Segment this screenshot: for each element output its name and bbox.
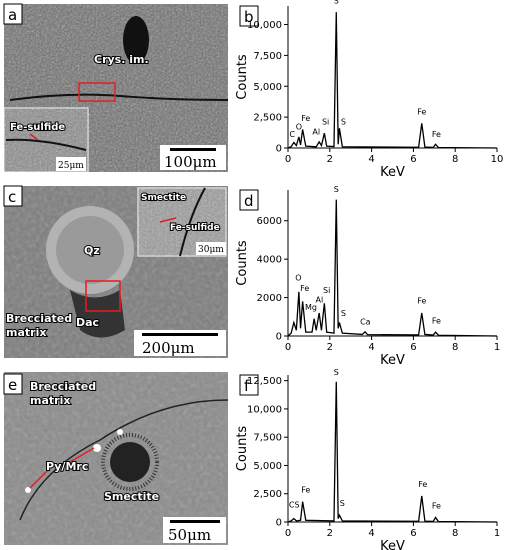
micrograph-e: e Brecciated matrix Py/Mrc Smectite 50μm xyxy=(3,372,229,545)
y-axis-label: Counts xyxy=(235,54,250,100)
y-tick-label: 5,000 xyxy=(253,461,282,472)
y-tick-label: 6000 xyxy=(257,216,282,227)
panel-label: b xyxy=(244,8,254,26)
x-tick-label: 1 xyxy=(494,528,500,539)
peak-label: O xyxy=(296,122,302,131)
peak-label: Al xyxy=(315,295,323,304)
peak-label: Fe xyxy=(432,501,441,510)
label: Dac xyxy=(76,316,99,329)
y-tick-label: 10,000 xyxy=(247,404,282,415)
peak-label: Al xyxy=(312,127,320,136)
x-tick-label: 0 xyxy=(285,342,291,353)
micrograph-c: c Qz Smectite Fe-sulfide 30μm Brecciated… xyxy=(3,185,228,358)
panel-label: e xyxy=(8,376,17,394)
panel-label: d xyxy=(244,192,254,210)
peak-label: Fe xyxy=(418,480,427,489)
peak-label: Fe xyxy=(432,130,441,139)
y-tick-label: 4000 xyxy=(257,255,282,266)
y-tick-label: 2,500 xyxy=(253,489,282,500)
peak-label: CS xyxy=(289,500,300,509)
label: Fe-sulfide xyxy=(10,122,65,133)
x-tick-label: 8 xyxy=(452,154,458,165)
peak-label: Fe xyxy=(300,284,309,293)
peak-label: S xyxy=(334,368,339,377)
label: Py/Mrc xyxy=(46,460,88,473)
y-axis-label: Counts xyxy=(235,240,250,286)
panel-label-box xyxy=(239,5,259,27)
peak-label: Fe xyxy=(417,296,426,305)
scale-label: 25μm xyxy=(58,161,84,171)
y-axis-label: Counts xyxy=(235,426,250,472)
y-tick-label: 12,500 xyxy=(247,376,282,387)
panel-label: f xyxy=(244,377,250,395)
peak-label: Fe xyxy=(301,486,310,495)
y-tick-label: 2,500 xyxy=(253,113,282,124)
label: Smectite xyxy=(141,193,186,203)
y-tick-label: 5,000 xyxy=(253,82,282,93)
x-tick-label: 10 xyxy=(491,154,504,165)
label: matrix xyxy=(30,394,70,407)
x-tick-label: 2 xyxy=(327,154,333,165)
peak-label: Fe xyxy=(417,108,426,117)
y-tick-label: 0 xyxy=(276,332,282,343)
x-tick-label: 6 xyxy=(410,154,416,165)
peak-label: Ca xyxy=(360,317,371,326)
peak-label: Mg xyxy=(305,303,317,312)
peak-label: Si xyxy=(322,118,329,127)
panel-label-box xyxy=(239,189,259,211)
scale-label: 50μm xyxy=(168,526,211,544)
x-tick-label: 8 xyxy=(452,528,458,539)
x-tick-label: 0 xyxy=(285,528,291,539)
y-tick-label: 0 xyxy=(276,144,282,155)
scale-label: 30μm xyxy=(198,245,224,255)
peak-label: S xyxy=(334,0,339,6)
x-tick-label: 4 xyxy=(368,342,374,353)
x-tick-label: 4 xyxy=(368,154,374,165)
x-tick-label: 8 xyxy=(452,342,458,353)
label: Fe-sulfide xyxy=(170,223,220,233)
spectrum-line xyxy=(287,12,498,149)
label: Brecciated xyxy=(30,380,96,393)
y-tick-label: 10,000 xyxy=(247,20,282,31)
y-tick-label: 2000 xyxy=(257,293,282,304)
x-tick-label: 6 xyxy=(410,528,416,539)
label: Qz xyxy=(84,244,100,257)
x-tick-label: 4 xyxy=(368,528,374,539)
x-tick-label: 2 xyxy=(327,528,333,539)
x-tick-label: 0 xyxy=(285,154,291,165)
label: Crys. im. xyxy=(94,53,149,66)
label: Brecciated xyxy=(6,312,72,325)
x-tick-label: 1 xyxy=(494,342,500,353)
label: Smectite xyxy=(104,490,159,503)
peak-label: S xyxy=(341,309,346,318)
peak-label: C xyxy=(289,130,295,139)
peak-label: S xyxy=(341,118,346,127)
peak-label: S xyxy=(340,499,345,508)
y-tick-label: 0 xyxy=(276,518,282,529)
x-tick-label: 2 xyxy=(327,342,333,353)
peak-label: Fe xyxy=(432,317,441,326)
y-tick-label: 7,500 xyxy=(253,51,282,62)
panel-label: c xyxy=(8,188,16,206)
x-axis-label: KeV xyxy=(380,165,405,180)
scale-label: 200μm xyxy=(142,339,195,357)
panel-label: a xyxy=(8,6,17,24)
x-axis-label: KeV xyxy=(380,539,405,550)
micrograph-a: a Crys. im. Fe-sulfide 25μm 100μm xyxy=(3,3,229,173)
spectrum-line xyxy=(287,381,498,523)
x-axis-label: KeV xyxy=(380,353,405,368)
label: matrix xyxy=(6,326,46,339)
peak-label: S xyxy=(334,185,339,194)
peak-label: Si xyxy=(323,286,330,295)
panel-label-box xyxy=(239,374,259,396)
y-tick-label: 7,500 xyxy=(253,433,282,444)
peak-label: Fe xyxy=(301,114,310,123)
x-tick-label: 6 xyxy=(410,342,416,353)
peak-label: O xyxy=(295,273,301,282)
scale-label: 100μm xyxy=(164,153,217,171)
spectrum-line xyxy=(287,199,498,337)
